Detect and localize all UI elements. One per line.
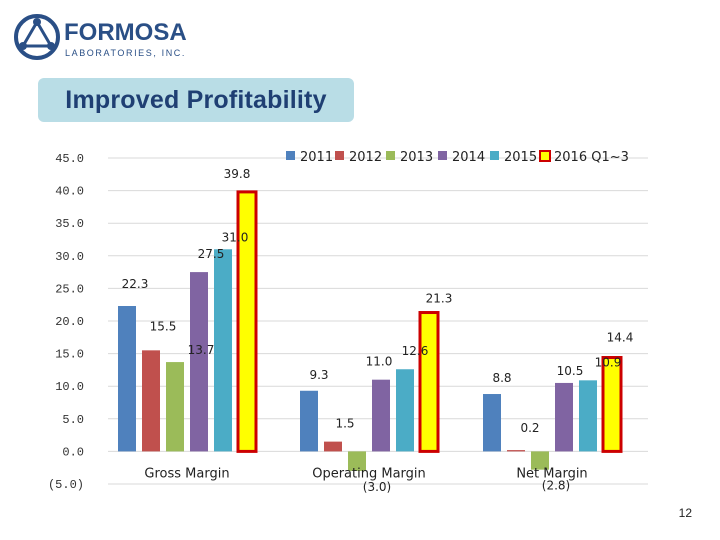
bar (555, 382, 573, 452)
y-tick-label: 40.0 (55, 185, 84, 199)
data-label: 15.5 (150, 319, 177, 333)
y-tick-label: (5.0) (48, 478, 84, 492)
data-labels: 22.3 15.5 13.7 27.5 31.0 39.8 9.3 1.5 (3.0) 11.0 1… (122, 167, 634, 494)
bar-highlighted (418, 311, 440, 453)
legend-swatch (286, 151, 295, 160)
data-label: 13.7 (188, 343, 215, 357)
data-label: 11.0 (366, 355, 393, 369)
legend-swatch (386, 151, 395, 160)
category-label: Net Margin (516, 466, 587, 481)
y-tick-label: 10.0 (55, 380, 84, 394)
data-label: 8.8 (492, 371, 511, 385)
company-logo: FORMOSA LABORATORIES, INC. (14, 14, 187, 60)
data-label: 21.3 (426, 292, 453, 306)
data-label: 27.5 (198, 247, 225, 261)
legend-swatch (490, 151, 499, 160)
data-label: 0.2 (520, 421, 539, 435)
bar (166, 362, 184, 452)
legend-label: 2011 (300, 150, 333, 165)
bar (579, 380, 597, 452)
logo-subtitle: LABORATORIES, INC. (65, 48, 186, 58)
y-tick-label: 15.0 (55, 348, 84, 362)
y-tick-label: 0.0 (62, 445, 84, 459)
logo-emblem-icon (14, 14, 60, 60)
data-label: 10.5 (557, 364, 584, 378)
bar (142, 350, 160, 452)
category-label: Gross Margin (144, 466, 229, 481)
y-tick-label: 5.0 (62, 413, 84, 427)
legend-swatch (539, 150, 551, 162)
data-label: (2.8) (542, 479, 570, 493)
page-number: 12 (678, 506, 692, 520)
legend-label: 2015 (504, 150, 537, 165)
legend-label: 2016 Q1~3 (554, 150, 629, 165)
y-tick-label: 30.0 (55, 250, 84, 264)
y-tick-label: 20.0 (55, 315, 84, 329)
bar-highlighted (236, 190, 258, 453)
category-labels: Gross Margin Operating Margin Net Margin (144, 466, 587, 481)
data-label: (3.0) (363, 480, 391, 494)
bar (190, 272, 208, 452)
data-label: 9.3 (309, 368, 328, 382)
title-banner: Improved Profitability (38, 78, 354, 122)
legend-label: 2013 (400, 150, 433, 165)
bars (118, 190, 623, 471)
data-label: 12.6 (402, 344, 429, 358)
data-label: 31.0 (222, 230, 249, 244)
data-label: 10.9 (595, 355, 622, 369)
y-axis-ticks: 45.0 40.0 35.0 30.0 25.0 20.0 15.0 10.0 5.0 0.0 (5… (48, 152, 84, 492)
legend-label: 2012 (349, 150, 382, 165)
bar (372, 379, 390, 452)
bar (396, 369, 414, 452)
y-tick-label: 35.0 (55, 217, 84, 231)
bar-highlighted (601, 356, 623, 453)
category-label: Operating Margin (312, 466, 426, 481)
bar (483, 394, 501, 452)
bar (531, 451, 549, 470)
bar (324, 441, 342, 452)
data-label: 1.5 (335, 417, 354, 431)
data-label: 14.4 (607, 331, 634, 345)
legend: 2011 2012 2013 2014 2015 2016 Q1~3 (286, 150, 629, 165)
data-label: 22.3 (122, 277, 149, 291)
bar (214, 249, 232, 452)
legend-label: 2014 (452, 150, 485, 165)
y-tick-label: 25.0 (55, 282, 84, 296)
profitability-chart: 45.0 40.0 35.0 30.0 25.0 20.0 15.0 10.0 5.0 0.0 (5… (48, 150, 648, 494)
bar (118, 306, 136, 452)
bar (300, 390, 318, 452)
y-tick-label: 45.0 (55, 152, 84, 166)
logo-name: FORMOSA (64, 19, 187, 46)
bar (507, 450, 525, 452)
bar (348, 451, 366, 471)
page-title: Improved Profitability (65, 85, 327, 114)
legend-swatch (335, 151, 344, 160)
legend-swatch (438, 151, 447, 160)
data-label: 39.8 (224, 167, 251, 181)
